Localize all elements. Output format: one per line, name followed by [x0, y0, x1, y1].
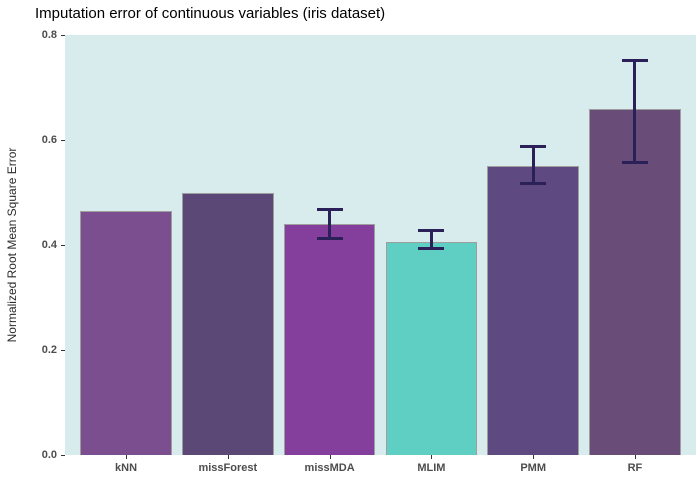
x-tick-label-RF: RF [627, 462, 643, 474]
errorbar-line-missMDA [328, 208, 332, 240]
chart-title: Imputation error of continuous variables… [35, 5, 386, 22]
bar-kNN [80, 210, 172, 455]
x-tick-mark-PMM [533, 455, 535, 459]
bar-PMM [487, 166, 579, 455]
x-tick-label-kNN: kNN [115, 462, 138, 474]
bar-MLIM [385, 242, 478, 455]
errorbar-cap-top-PMM [520, 145, 547, 149]
errorbar-cap-top-RF [621, 58, 648, 62]
errorbar-cap-bottom-MLIM [418, 247, 445, 251]
x-tick-mark-missForest [227, 455, 229, 459]
plot-panel [65, 35, 696, 455]
x-tick-mark-missMDA [329, 455, 331, 459]
errorbar-cap-top-missMDA [316, 208, 343, 212]
x-tick-label-MLIM: MLIM [417, 462, 446, 474]
y-tick-mark-0.6 [61, 140, 65, 141]
errorbar-line-MLIM [429, 229, 433, 251]
y-tick-mark-0.8 [61, 35, 65, 36]
errorbar-line-PMM [531, 145, 535, 185]
x-tick-mark-RF [634, 455, 636, 459]
y-tick-mark-0.0 [61, 455, 65, 456]
errorbar-cap-top-MLIM [418, 229, 445, 233]
y-tick-label-0.4: 0.4 [41, 239, 57, 251]
errorbar-cap-bottom-missMDA [316, 236, 343, 240]
y-tick-label-0.8: 0.8 [41, 29, 57, 41]
x-tick-label-PMM: PMM [520, 462, 546, 474]
y-tick-label-0.2: 0.2 [41, 344, 57, 356]
y-tick-mark-0.2 [61, 350, 65, 351]
y-tick-label-0.6: 0.6 [41, 134, 57, 146]
errorbar-cap-bottom-PMM [520, 181, 547, 185]
bar-missForest [182, 192, 274, 455]
x-tick-label-missMDA: missMDA [304, 462, 355, 474]
y-tick-mark-0.4 [61, 245, 65, 246]
errorbar-line-RF [633, 58, 637, 164]
y-axis-title: Normalized Root Mean Square Error [5, 147, 19, 343]
bar-missMDA [283, 224, 376, 455]
x-tick-label-missForest: missForest [198, 462, 258, 474]
errorbar-cap-bottom-RF [621, 160, 648, 164]
bar-RF [589, 108, 681, 455]
y-tick-label-0.0: 0.0 [41, 449, 57, 461]
x-tick-mark-kNN [126, 455, 128, 459]
x-tick-mark-MLIM [431, 455, 433, 459]
